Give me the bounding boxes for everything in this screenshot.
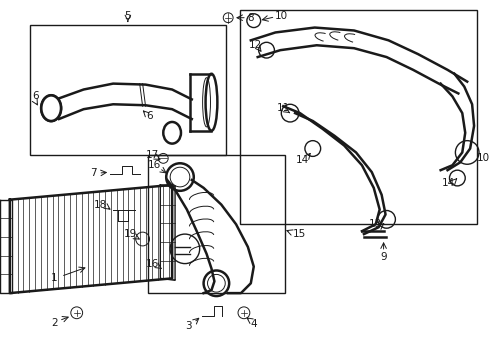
Text: 16: 16 [148, 160, 161, 170]
Text: 19: 19 [124, 229, 137, 239]
Text: 17: 17 [146, 150, 159, 161]
Text: 1: 1 [51, 273, 57, 283]
Text: 13: 13 [369, 219, 382, 229]
Text: 2: 2 [51, 318, 57, 328]
Text: 16: 16 [146, 258, 159, 269]
Text: 14: 14 [295, 155, 309, 165]
Text: 15: 15 [293, 229, 306, 239]
Text: 6: 6 [32, 91, 39, 102]
Text: 10: 10 [477, 153, 490, 163]
Text: 10: 10 [275, 11, 288, 21]
Text: 14: 14 [442, 178, 455, 188]
Text: 3: 3 [186, 320, 192, 330]
Text: 18: 18 [94, 199, 107, 210]
Bar [240, 10, 477, 224]
Text: 8: 8 [247, 13, 254, 23]
Text: 7: 7 [90, 168, 97, 178]
Text: 4: 4 [250, 319, 257, 329]
Bar [29, 24, 226, 156]
Text: 6: 6 [146, 111, 153, 121]
Text: 9: 9 [380, 252, 387, 262]
Text: 12: 12 [249, 40, 262, 50]
Text: 5: 5 [124, 11, 131, 21]
Bar [147, 156, 285, 293]
Text: 11: 11 [277, 103, 290, 113]
